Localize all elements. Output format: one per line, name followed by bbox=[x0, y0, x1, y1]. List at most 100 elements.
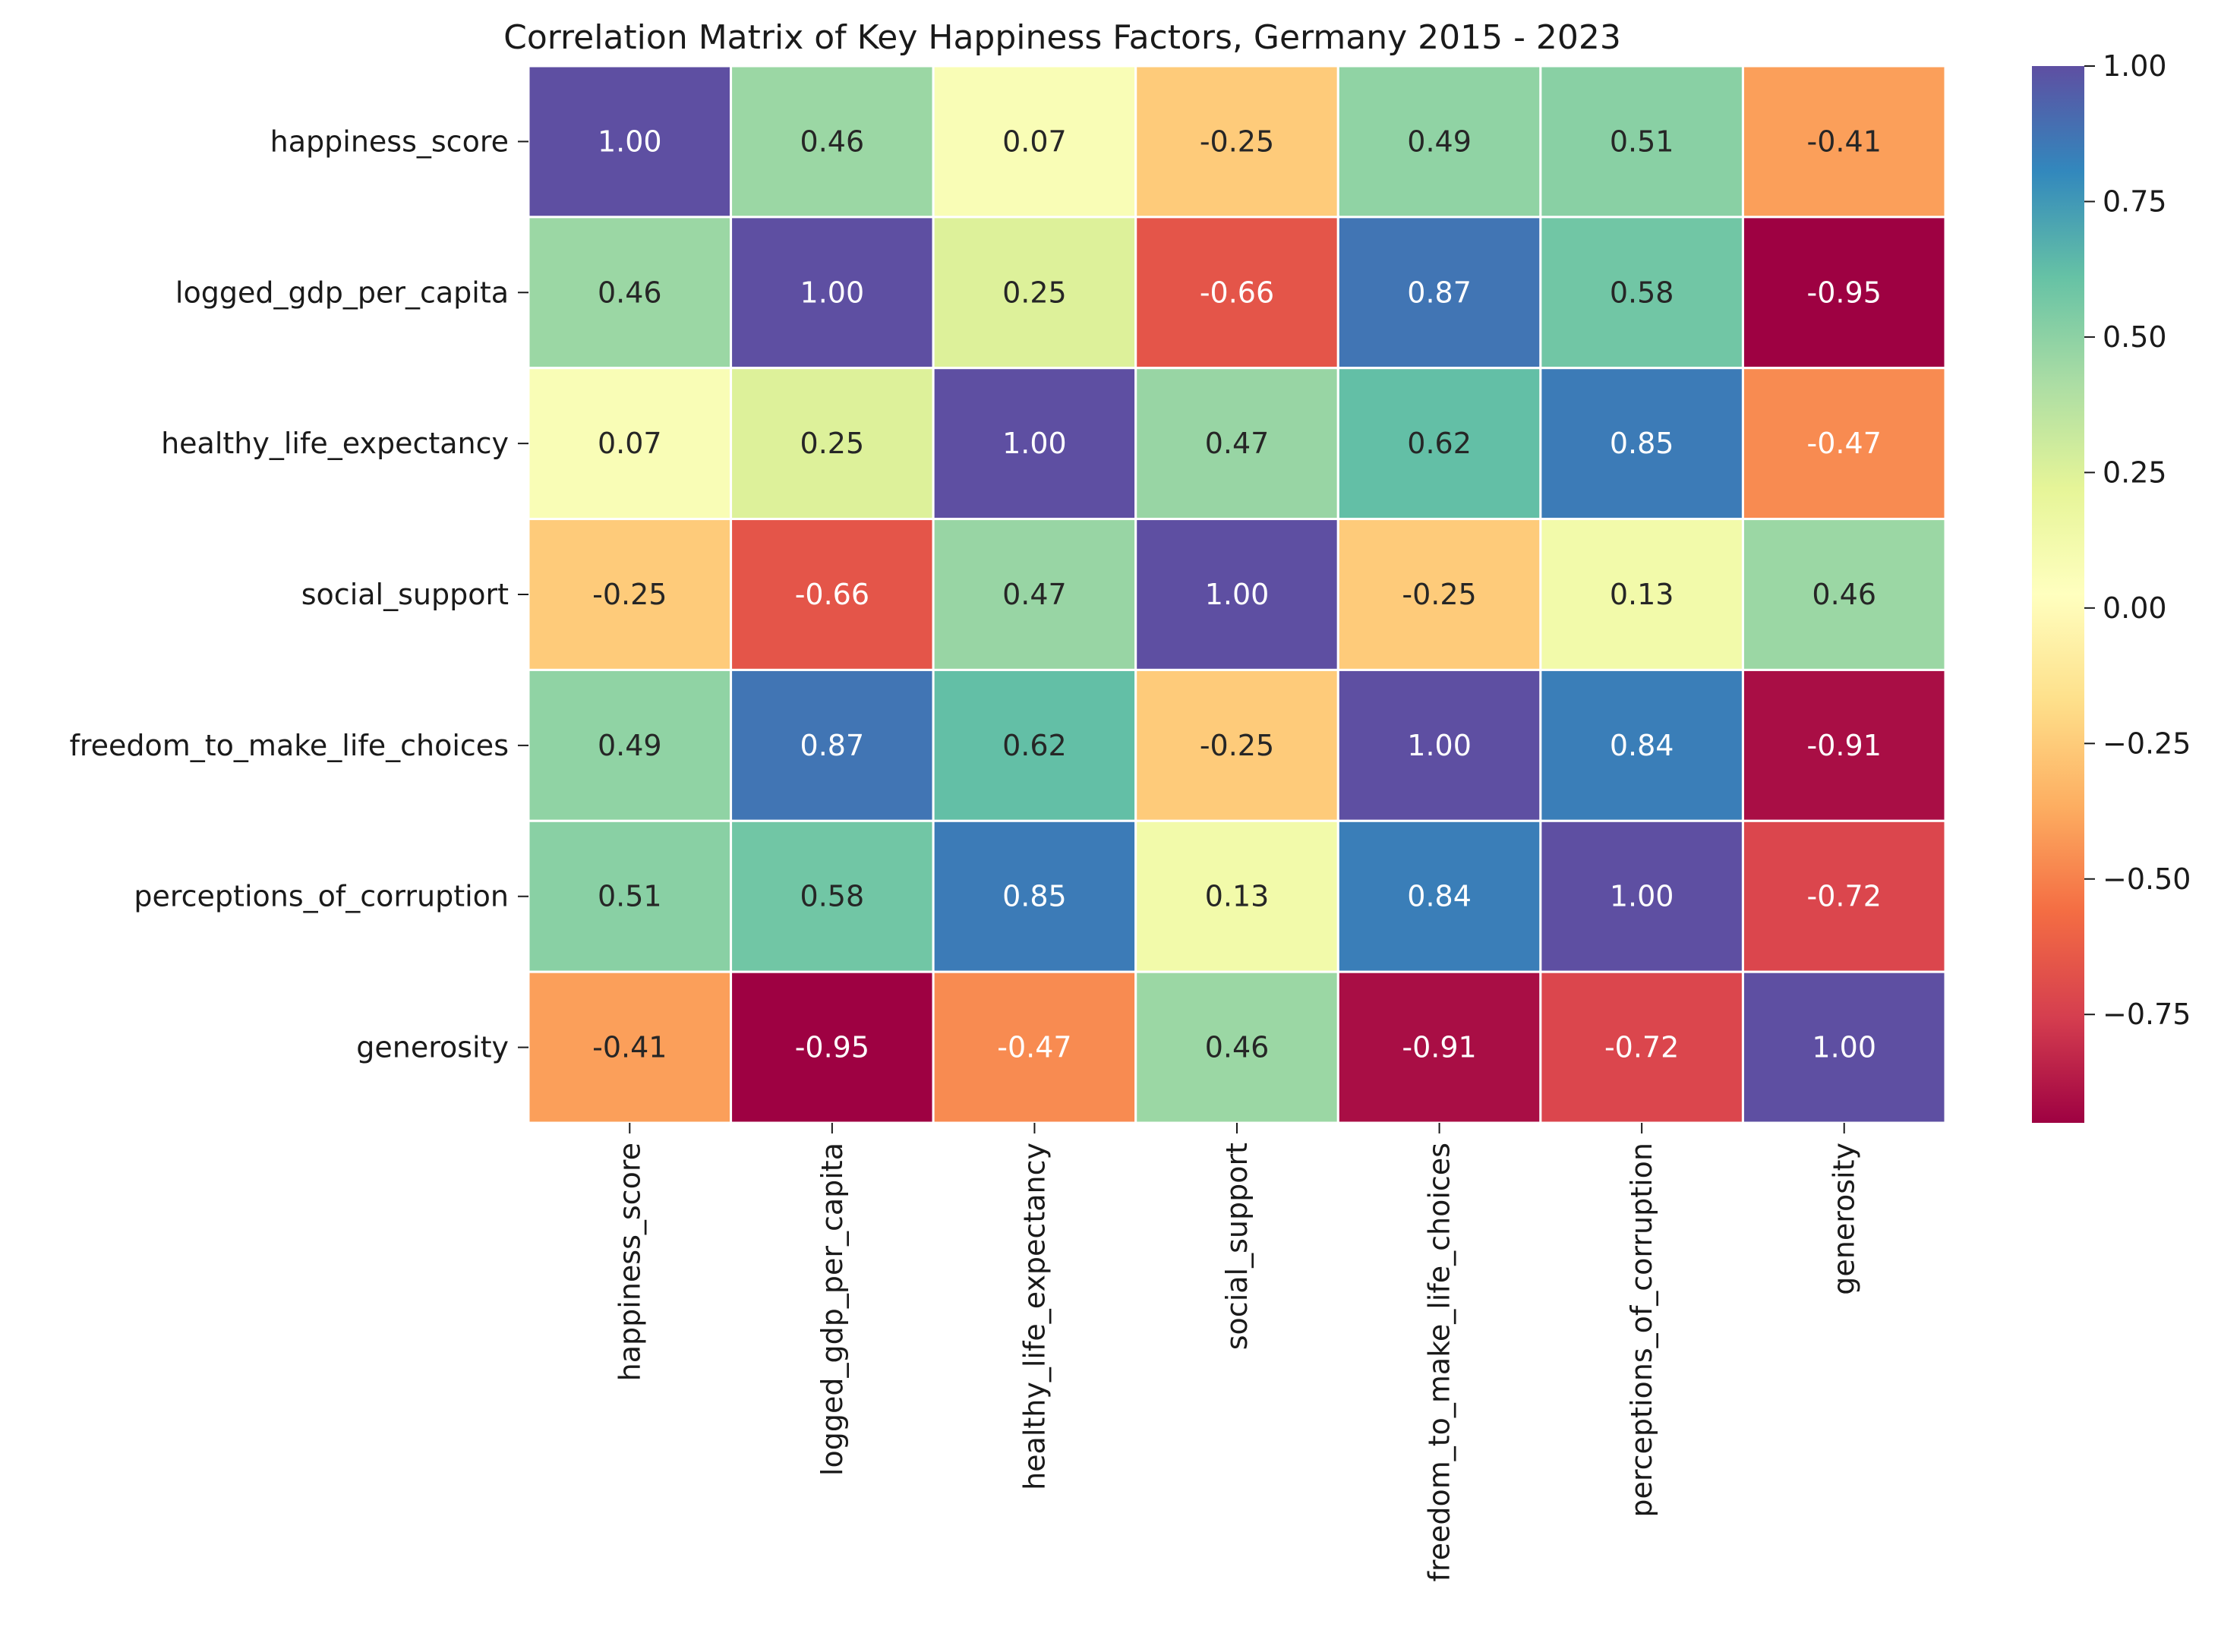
cell-value-label: 0.13 bbox=[1205, 880, 1270, 913]
colorbar: 1.00 0.75 0.50 0.25 0.00 −0.25 −0.50 −0.75 bbox=[2032, 49, 2191, 1123]
cell-value-label: 1.00 bbox=[800, 276, 865, 309]
heatmap-cell bbox=[730, 518, 935, 671]
cell-value-label: 0.46 bbox=[1205, 1031, 1270, 1064]
cell-value-label: -0.72 bbox=[1807, 880, 1882, 913]
x-tick-label: happiness_score bbox=[613, 1143, 646, 1381]
cell-value-label: -0.91 bbox=[1807, 729, 1882, 762]
cell-value-label: -0.95 bbox=[795, 1031, 869, 1064]
column-labels: happiness_score logged_gdp_per_capita heal… bbox=[613, 1123, 1861, 1582]
heatmap-cell bbox=[1741, 216, 1947, 370]
heatmap-cell bbox=[1134, 970, 1339, 1124]
heatmap-cell bbox=[1539, 367, 1744, 521]
cell-value-label: 0.87 bbox=[1407, 276, 1472, 309]
heatmap-cell bbox=[1134, 65, 1339, 219]
y-tick-label: perceptions_of_corruption bbox=[134, 880, 509, 913]
heatmap-cell bbox=[1336, 65, 1542, 219]
y-tick-label: healthy_life_expectancy bbox=[161, 427, 509, 460]
cell-value-label: -0.66 bbox=[795, 578, 869, 611]
cell-value-label: -0.91 bbox=[1402, 1031, 1476, 1064]
cell-value-label: 1.00 bbox=[598, 125, 662, 158]
heatmap-cell bbox=[932, 970, 1137, 1124]
y-tick-label: logged_gdp_per_capita bbox=[175, 276, 509, 309]
x-tick-label: freedom_to_make_life_choices bbox=[1423, 1143, 1456, 1582]
heatmap-cell bbox=[932, 216, 1137, 370]
row-labels: happiness_score logged_gdp_per_capitaheal… bbox=[69, 125, 528, 1064]
heatmap-cell bbox=[527, 819, 733, 973]
cell-value-label: 0.58 bbox=[800, 880, 865, 913]
cell-value-label: -0.47 bbox=[1807, 427, 1882, 460]
cell-value-label: 0.46 bbox=[598, 276, 662, 309]
x-tick-label: perceptions_of_corruption bbox=[1625, 1143, 1658, 1518]
cell-value-label: 0.07 bbox=[598, 427, 662, 460]
cell-value-label: -0.41 bbox=[1807, 125, 1882, 158]
colorbar-tick-label: −0.25 bbox=[2103, 727, 2191, 760]
heatmap-cell bbox=[527, 970, 733, 1124]
heatmap-cell bbox=[1539, 518, 1744, 671]
colorbar-tick-label: −0.75 bbox=[2103, 998, 2191, 1031]
heatmap-cell bbox=[932, 367, 1137, 521]
y-tick-label: social_support bbox=[301, 578, 509, 611]
heatmap-cell bbox=[1539, 65, 1744, 219]
y-tick-label: freedom_to_make_life_choices bbox=[69, 729, 509, 762]
cell-value-label: 1.00 bbox=[1205, 578, 1270, 611]
cell-value-label: -0.72 bbox=[1604, 1031, 1679, 1064]
chart-title: Correlation Matrix of Key Happiness Fact… bbox=[503, 18, 1621, 57]
cell-value-label: 0.46 bbox=[800, 125, 865, 158]
cell-value-label: 0.47 bbox=[1002, 578, 1067, 611]
x-tick-label: healthy_life_expectancy bbox=[1017, 1143, 1051, 1490]
heatmap-cell bbox=[730, 367, 935, 521]
cell-value-label: 1.00 bbox=[1610, 880, 1674, 913]
y-tick-label: happiness_score bbox=[270, 125, 509, 158]
colorbar-tick-label: 1.00 bbox=[2103, 49, 2167, 83]
heatmap-cell bbox=[1134, 518, 1339, 671]
cell-value-label: -0.25 bbox=[592, 578, 667, 611]
heatmap-cell bbox=[1741, 518, 1947, 671]
heatmap-cell bbox=[1741, 668, 1947, 822]
cell-value-label: 0.58 bbox=[1610, 276, 1674, 309]
heatmap-cell bbox=[1539, 970, 1744, 1124]
heatmap-cell bbox=[527, 668, 733, 822]
colorbar-tick-label: 0.50 bbox=[2103, 320, 2167, 354]
heatmap-cell bbox=[527, 65, 733, 219]
heatmap-cell bbox=[1134, 367, 1339, 521]
cell-value-label: 0.46 bbox=[1812, 578, 1876, 611]
heatmap-cell bbox=[1741, 367, 1947, 521]
cell-value-label: 0.85 bbox=[1002, 880, 1067, 913]
heatmap-cell bbox=[1336, 970, 1542, 1124]
heatmap-cell bbox=[1741, 970, 1947, 1124]
cell-value-label: 1.00 bbox=[1812, 1031, 1876, 1064]
heatmap-cell bbox=[1134, 819, 1339, 973]
cell-value-label: -0.95 bbox=[1807, 276, 1882, 309]
cell-value-label: 0.51 bbox=[598, 880, 662, 913]
cell-value-label: -0.47 bbox=[997, 1031, 1071, 1064]
cell-value-label: 1.00 bbox=[1002, 427, 1067, 460]
cell-value-label: -0.41 bbox=[592, 1031, 667, 1064]
x-tick-label: social_support bbox=[1220, 1143, 1254, 1350]
x-tick-label: generosity bbox=[1828, 1143, 1861, 1295]
colorbar-gradient bbox=[2032, 66, 2084, 1123]
heatmap-cell bbox=[1336, 216, 1542, 370]
cell-value-label: -0.66 bbox=[1200, 276, 1274, 309]
heatmap-cell bbox=[1539, 216, 1744, 370]
colorbar-tick-label: −0.50 bbox=[2103, 862, 2191, 896]
x-tick-label: logged_gdp_per_capita bbox=[816, 1143, 849, 1476]
cell-value-label: -0.25 bbox=[1200, 125, 1274, 158]
heatmap-cell bbox=[932, 819, 1137, 973]
heatmap-cell bbox=[1741, 819, 1947, 973]
cell-value-label: 0.49 bbox=[1407, 125, 1472, 158]
cell-value-label: 0.84 bbox=[1610, 729, 1674, 762]
heatmap-cells: 1.00 0.46 0.07 -0.25 0.49 0.51 -0.41 0.46 1.00 0.… bbox=[527, 65, 1947, 1124]
heatmap-cell bbox=[730, 819, 935, 973]
cell-value-label: -0.25 bbox=[1200, 729, 1274, 762]
cell-value-label: 0.25 bbox=[1002, 276, 1067, 309]
heatmap-cell bbox=[527, 518, 733, 671]
cell-value-label: 0.87 bbox=[800, 729, 865, 762]
cell-value-label: 0.25 bbox=[800, 427, 865, 460]
cell-value-label: 0.62 bbox=[1002, 729, 1067, 762]
heatmap-cell bbox=[730, 65, 935, 219]
cell-value-label: 0.47 bbox=[1205, 427, 1270, 460]
cell-value-label: 1.00 bbox=[1407, 729, 1472, 762]
cell-value-label: 0.84 bbox=[1407, 880, 1472, 913]
